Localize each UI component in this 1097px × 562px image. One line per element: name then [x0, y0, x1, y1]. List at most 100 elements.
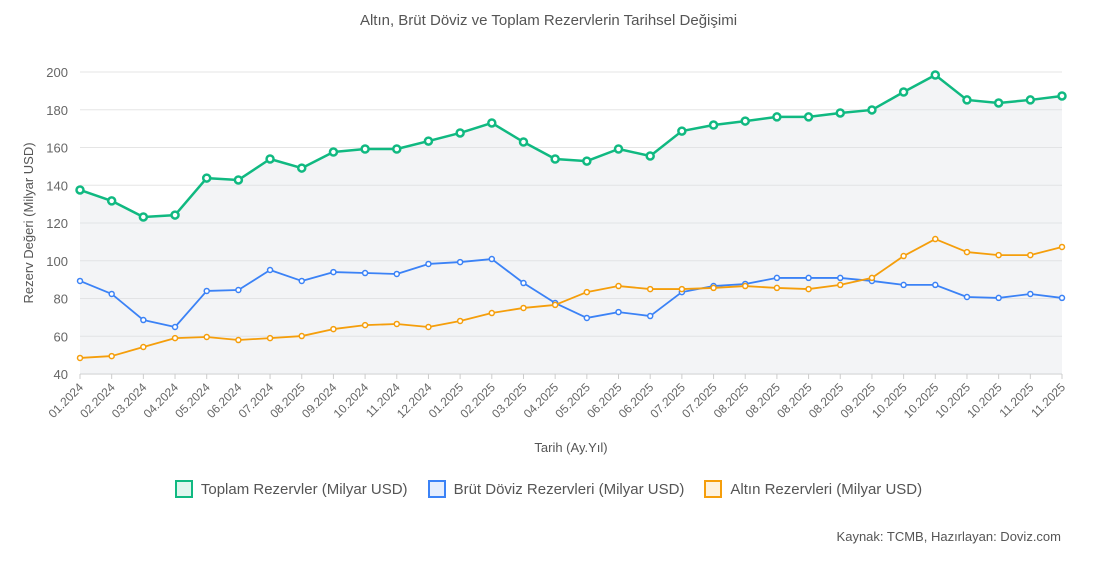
- area-fill-0: [80, 75, 1062, 375]
- legend-label: Toplam Rezervler (Milyar USD): [200, 480, 408, 498]
- data-point-2: [741, 282, 749, 290]
- legend-item[interactable]: Toplam Rezervler (Milyar USD): [174, 480, 408, 498]
- chart-subtitle: Altın, Brüt Döviz ve Toplam Rezervlerin …: [359, 12, 738, 29]
- data-point-2: [615, 282, 622, 290]
- legend-label: Altın Rezervleri (Milyar USD): [730, 480, 923, 498]
- x-tick-label: 10.2024: [331, 380, 372, 421]
- data-point-1: [298, 277, 305, 285]
- legend-item[interactable]: Brüt Döviz Rezervleri (Milyar USD): [427, 480, 685, 498]
- data-point-2: [140, 343, 147, 351]
- data-point-1: [140, 316, 147, 324]
- data-point-0: [233, 175, 244, 185]
- data-point-1: [773, 274, 781, 282]
- legend-swatch: [427, 480, 446, 498]
- data-point-2: [837, 281, 844, 289]
- data-point-1: [932, 281, 939, 289]
- data-point-1: [1027, 290, 1034, 298]
- data-point-2: [646, 285, 654, 293]
- data-point-2: [330, 325, 337, 333]
- y-tick-label: 120: [46, 216, 68, 231]
- data-point-1: [488, 255, 496, 263]
- data-point-2: [995, 251, 1002, 259]
- data-point-0: [867, 105, 877, 115]
- data-point-1: [203, 287, 210, 295]
- data-point-0: [708, 120, 719, 130]
- legend-swatch: [174, 480, 193, 498]
- data-point-0: [455, 128, 465, 138]
- data-point-2: [298, 332, 305, 340]
- data-point-2: [456, 317, 464, 325]
- data-point-2: [171, 334, 179, 342]
- y-tick-label: 40: [54, 367, 68, 382]
- data-point-0: [360, 144, 370, 154]
- data-point-1: [615, 308, 622, 316]
- data-point-2: [425, 323, 432, 331]
- data-point-0: [930, 70, 941, 80]
- series-line-1: [79, 258, 1063, 328]
- data-point-1: [361, 269, 369, 277]
- data-point-2: [1027, 251, 1034, 259]
- data-point-2: [773, 284, 781, 292]
- legend-label: Brüt Döviz Rezervleri (Milyar USD): [453, 480, 685, 498]
- data-point-1: [995, 294, 1002, 302]
- data-point-2: [551, 301, 559, 309]
- data-point-0: [550, 154, 560, 164]
- data-point-2: [678, 285, 686, 293]
- y-tick-label: 140: [46, 178, 68, 193]
- data-point-0: [677, 126, 687, 136]
- series-line-2: [79, 238, 1063, 359]
- data-point-2: [361, 321, 369, 329]
- data-point-0: [582, 156, 592, 166]
- data-point-0: [803, 112, 814, 122]
- data-point-2: [203, 333, 210, 341]
- data-point-2: [1058, 243, 1066, 251]
- data-point-0: [645, 151, 655, 161]
- source-note: Kaynak: TCMB, Hazırlayan: Doviz.com: [836, 529, 1061, 544]
- legend-item[interactable]: Altın Rezervleri (Milyar USD): [704, 480, 922, 498]
- data-point-0: [1057, 91, 1067, 101]
- y-axis-title: Rezerv Değeri (Milyar USD): [21, 142, 36, 303]
- data-point-2: [932, 235, 939, 243]
- x-tick-label: 11.2025: [1028, 380, 1068, 420]
- data-point-1: [805, 274, 812, 282]
- data-point-0: [772, 112, 782, 122]
- data-point-2: [710, 284, 717, 292]
- data-point-1: [330, 268, 337, 276]
- data-point-0: [296, 163, 307, 173]
- data-point-1: [425, 260, 432, 268]
- data-point-0: [328, 147, 339, 157]
- data-point-1: [235, 286, 242, 294]
- data-point-0: [962, 95, 972, 105]
- y-tick-label: 100: [46, 254, 68, 269]
- data-point-1: [583, 314, 591, 322]
- y-tick-label: 160: [46, 141, 68, 156]
- data-point-1: [171, 323, 179, 331]
- data-point-1: [520, 279, 527, 287]
- data-point-0: [392, 144, 402, 154]
- data-point-2: [963, 248, 971, 256]
- data-point-1: [456, 258, 464, 266]
- x-axis-title: Tarih (Ay.Yıl): [534, 440, 607, 455]
- data-point-0: [201, 173, 212, 183]
- data-point-2: [868, 274, 876, 282]
- series-line-0: [79, 73, 1063, 219]
- data-point-1: [900, 281, 907, 289]
- data-point-0: [487, 118, 497, 128]
- data-point-2: [76, 354, 84, 362]
- data-point-1: [963, 293, 971, 301]
- data-point-1: [76, 277, 84, 285]
- data-point-0: [1025, 95, 1036, 105]
- data-point-0: [265, 154, 275, 164]
- data-point-2: [488, 309, 496, 317]
- y-tick-label: 60: [54, 329, 68, 344]
- data-point-0: [75, 185, 85, 195]
- data-point-0: [613, 144, 624, 154]
- data-point-2: [900, 252, 907, 260]
- data-point-0: [106, 196, 117, 206]
- legend: Toplam Rezervler (Milyar USD) Brüt Döviz …: [0, 480, 1097, 498]
- data-point-0: [835, 108, 846, 118]
- data-point-1: [108, 290, 115, 298]
- y-tick-label: 200: [46, 65, 68, 80]
- data-point-2: [266, 334, 274, 342]
